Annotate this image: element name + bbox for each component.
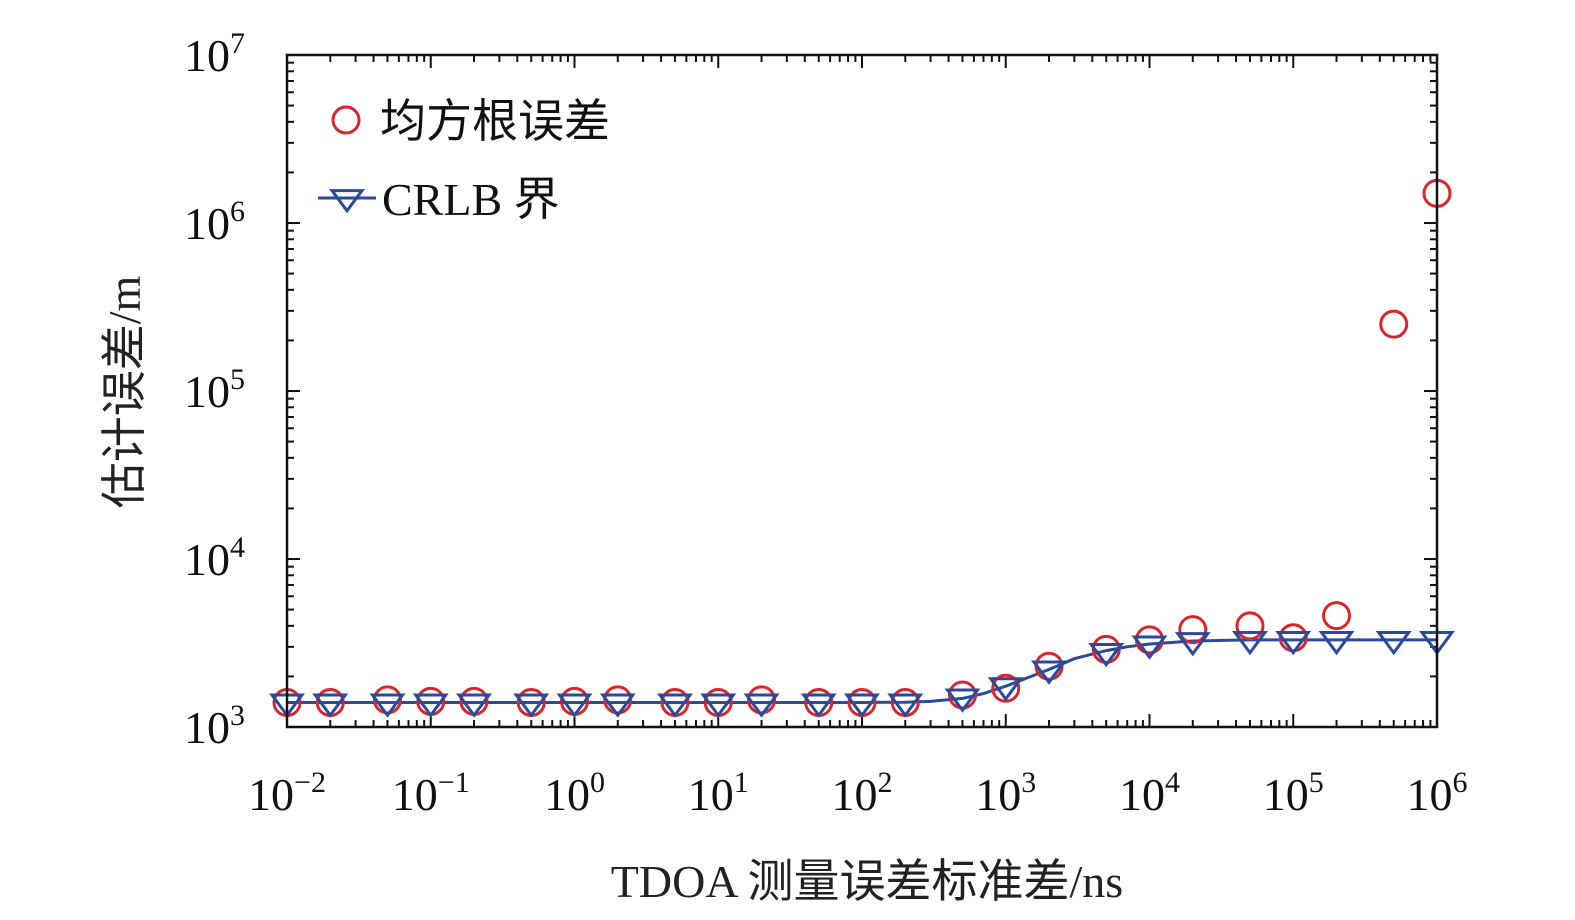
y-tick-label: 107 (184, 27, 245, 81)
x-tick-label: 102 (832, 766, 893, 820)
x-tick-label: 10−2 (248, 766, 326, 820)
rms-error-point (747, 685, 777, 715)
crlb-point (513, 693, 550, 718)
crlb-point (944, 688, 981, 713)
rms-error-point (1278, 623, 1308, 653)
y-axis-title: 估计误差/m (99, 276, 150, 509)
rms-error-point (1235, 611, 1265, 641)
crlb-point (700, 693, 737, 718)
data-markers (269, 178, 1455, 718)
rms-error-point (372, 685, 402, 715)
x-tick-label: 104 (1119, 766, 1180, 820)
crlb-point (656, 693, 693, 718)
y-tick-labels: 103 104 105 106 107 (184, 27, 245, 753)
x-tick-label: 103 (975, 766, 1036, 820)
crlb-point (412, 693, 449, 718)
legend-label-crlb: CRLB 界 (382, 174, 560, 225)
crlb-point (1131, 635, 1168, 660)
legend-marker-triangle (329, 189, 365, 214)
rms-error-point (1178, 615, 1208, 645)
crlb-point (1231, 630, 1268, 656)
crlb-point (887, 693, 924, 718)
crlb-point (1031, 660, 1068, 685)
rms-error-point (1135, 625, 1164, 655)
x-tick-label: 106 (1407, 766, 1468, 820)
rms-error-point (1379, 309, 1409, 339)
crlb-point (456, 693, 493, 718)
y-tick-label: 103 (184, 699, 245, 753)
y-tick-label: 106 (184, 195, 245, 249)
crlb-point (556, 693, 593, 718)
crlb-point (987, 677, 1024, 702)
rms-error-point (603, 685, 633, 715)
crlb-point (1275, 630, 1312, 656)
crlb-point (1088, 642, 1125, 668)
crlb-point (1375, 630, 1412, 656)
x-tick-label: 105 (1263, 766, 1324, 820)
legend-label-rms-error: 均方根误差 (380, 96, 610, 147)
x-tick-label: 100 (544, 766, 605, 820)
crlb-point (844, 693, 880, 718)
crlb-point (743, 693, 780, 718)
rms-error-point (1322, 601, 1352, 631)
x-tick-label: 10−1 (392, 766, 470, 820)
legend: 均方根误差 CRLB 界 (318, 96, 610, 225)
y-tick-label: 104 (184, 531, 245, 585)
x-tick-label: 101 (688, 766, 749, 820)
plot-frame (285, 53, 1439, 729)
crlb-curve (287, 638, 1437, 704)
crlb-point (1318, 630, 1355, 656)
crlb-point (599, 693, 636, 718)
x-axis-title: TDOA 测量误差标准差/ns (611, 856, 1123, 907)
crlb-point (800, 693, 837, 718)
crlb-point (1174, 632, 1211, 657)
crlb-curve-layer (287, 638, 1437, 704)
legend-marker-circle (331, 105, 361, 135)
crlb-point (369, 693, 406, 718)
y-tick-label: 105 (184, 363, 245, 417)
axis-ticks (286, 54, 1438, 728)
crlb-point (312, 693, 349, 718)
x-tick-labels: 10−2 10−1 100 101 102 103 104 105 106 (248, 766, 1467, 820)
